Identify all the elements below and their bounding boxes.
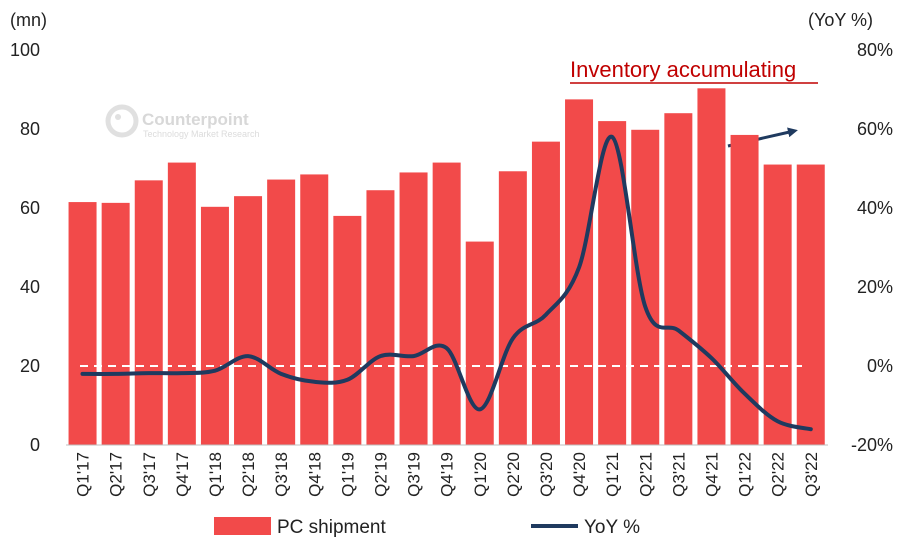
- bar-series: [68, 88, 825, 446]
- bar-Q2'21: [631, 129, 660, 446]
- x-tick-label: Q1'17: [74, 452, 93, 497]
- watermark-name: Counterpoint: [142, 110, 249, 129]
- x-tick-label: Q2'17: [107, 452, 126, 497]
- x-tick-label: Q3'22: [802, 452, 821, 497]
- x-tick-label: Q4'19: [438, 452, 457, 497]
- bar-Q1'20: [465, 241, 494, 445]
- watermark-logo-icon: [105, 104, 139, 138]
- bar-Q4'19: [432, 162, 461, 445]
- x-tick-label: Q4'21: [702, 452, 721, 497]
- x-tick-label: Q1'20: [471, 452, 490, 497]
- bar-Q3'17: [134, 180, 163, 445]
- x-tick-label: Q4'20: [570, 452, 589, 497]
- watermark-tagline: Technology Market Research: [143, 129, 260, 139]
- bar-Q3'20: [531, 141, 560, 445]
- bar-Q3'22: [796, 164, 825, 446]
- x-tick-label: Q2'19: [371, 452, 390, 497]
- left-tick-label: 100: [10, 40, 40, 60]
- bar-Q1'22: [730, 134, 759, 446]
- right-tick-label: 0%: [867, 356, 893, 376]
- x-tick-label: Q3'17: [140, 452, 159, 497]
- right-axis-unit: (YoY %): [808, 10, 873, 30]
- bar-Q2'17: [101, 202, 130, 445]
- bar-Q4'18: [300, 174, 329, 446]
- legend-swatch-pc-shipment: [214, 517, 271, 535]
- x-tick-label: Q2'18: [239, 452, 258, 497]
- x-tick-label: Q1'18: [206, 452, 225, 497]
- x-tick-label: Q4'18: [305, 452, 324, 497]
- x-tick-label: Q3'19: [405, 452, 424, 497]
- left-tick-label: 60: [20, 198, 40, 218]
- right-tick-label: 20%: [857, 277, 893, 297]
- x-tick-label: Q3'18: [272, 452, 291, 497]
- bar-Q2'18: [234, 196, 263, 445]
- bar-Q2'19: [366, 190, 395, 445]
- x-axis-ticks: Q1'17 Q2'17 Q3'17 Q4'17 Q1'18 Q2'18 Q3'18 Q4'18…: [74, 452, 821, 497]
- legend-label-pc-shipment: PC shipment: [277, 517, 386, 538]
- bar-Q2'22: [763, 164, 792, 446]
- bar-Q2'20: [498, 171, 527, 445]
- line-series: [80, 134, 813, 432]
- right-axis-ticks: -20% 0% 20% 40% 60% 80%: [851, 40, 893, 455]
- bar-Q3'18: [267, 179, 296, 445]
- left-tick-label: 40: [20, 277, 40, 297]
- x-tick-label: Q2'20: [504, 452, 523, 497]
- x-tick-label: Q1'21: [603, 452, 622, 497]
- bar-Q4'17: [167, 162, 196, 445]
- right-tick-label: 60%: [857, 119, 893, 139]
- bar-Q3'19: [399, 172, 428, 445]
- yoy-line: [80, 134, 813, 432]
- legend-label-yoy: YoY %: [584, 517, 640, 538]
- right-tick-label: -20%: [851, 435, 893, 455]
- x-tick-label: Q3'21: [669, 452, 688, 497]
- right-tick-label: 40%: [857, 198, 893, 218]
- bar-Q4'21: [697, 88, 726, 445]
- x-tick-label: Q2'21: [636, 452, 655, 497]
- bar-Q1'18: [200, 206, 229, 445]
- x-tick-label: Q1'22: [736, 452, 755, 497]
- bar-Q3'21: [664, 113, 693, 445]
- left-axis-unit: (mn): [10, 10, 47, 30]
- left-tick-label: 80: [20, 119, 40, 139]
- legend: PC shipment YoY %: [214, 517, 640, 538]
- x-tick-label: Q1'19: [338, 452, 357, 497]
- right-tick-label: 80%: [857, 40, 893, 60]
- x-tick-label: Q3'20: [537, 452, 556, 497]
- left-tick-label: 0: [30, 435, 40, 455]
- x-tick-label: Q4'17: [173, 452, 192, 497]
- bar-Q1'19: [333, 215, 362, 445]
- annotation-text: Inventory accumulating: [570, 57, 796, 82]
- x-tick-label: Q2'22: [769, 452, 788, 497]
- left-axis-ticks: 0 20 40 60 80 100: [10, 40, 40, 455]
- left-tick-label: 20: [20, 356, 40, 376]
- bar-Q1'17: [68, 202, 97, 445]
- watermark: Counterpoint Technology Market Research: [105, 104, 260, 139]
